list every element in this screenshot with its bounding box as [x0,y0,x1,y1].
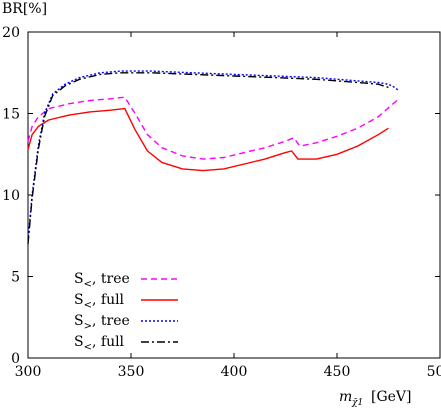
y-tick-label: 5 [11,270,20,286]
y-tick-label: 15 [2,107,20,123]
legend-label-text: , tree [92,313,130,329]
y-tick-label: 10 [2,188,20,204]
legend-entry-0: S<, tree [74,271,178,290]
legend-entry-2: S>, tree [74,313,178,332]
axis-ticks: 300 350 400 450 500 0 5 10 15 20 [2,25,441,380]
x-tick-label: 400 [221,364,248,380]
x-tick-label: 500 [427,364,441,380]
legend-label: S>, tree [74,313,130,332]
legend-label-base: S [74,271,84,287]
x-axis-label: m χ̃1 [GeV] [339,389,412,408]
legend-label-base: S [74,313,84,329]
legend-label-text: , tree [92,271,130,287]
series-line-1 [27,107,389,172]
x-tick-label: 350 [118,364,145,380]
x-tick-label: 450 [324,364,351,380]
legend-label-text: , full [92,334,125,350]
y-axis-label: BR[%] [2,1,47,17]
series-line-2 [27,70,400,241]
legend-entry-3: S<, full [74,334,178,353]
legend-label-sub: < [84,279,92,290]
x-axis-label-sub: χ̃1 [351,397,363,408]
legend-label: S<, full [74,334,125,353]
y-tick-label: 0 [11,351,20,367]
series-layer [27,70,400,244]
legend-label-base: S [74,292,84,308]
legend-label-sub: < [84,342,92,353]
x-tick-label: 300 [15,364,42,380]
legend-label-base: S [74,334,84,350]
legend-label-sub: > [84,321,92,332]
x-axis-label-main: m [339,389,352,405]
legend-label-text: , full [92,292,125,308]
y-tick-label: 20 [2,25,20,41]
legend-label: S<, full [74,292,125,311]
legend-entry-1: S<, full [74,292,178,311]
legend-label: S<, tree [74,271,130,290]
series-line-3 [27,72,389,244]
legend-label-sub: < [84,300,92,311]
x-axis-label-unit: [GeV] [371,389,412,405]
series-line-0 [27,96,400,160]
